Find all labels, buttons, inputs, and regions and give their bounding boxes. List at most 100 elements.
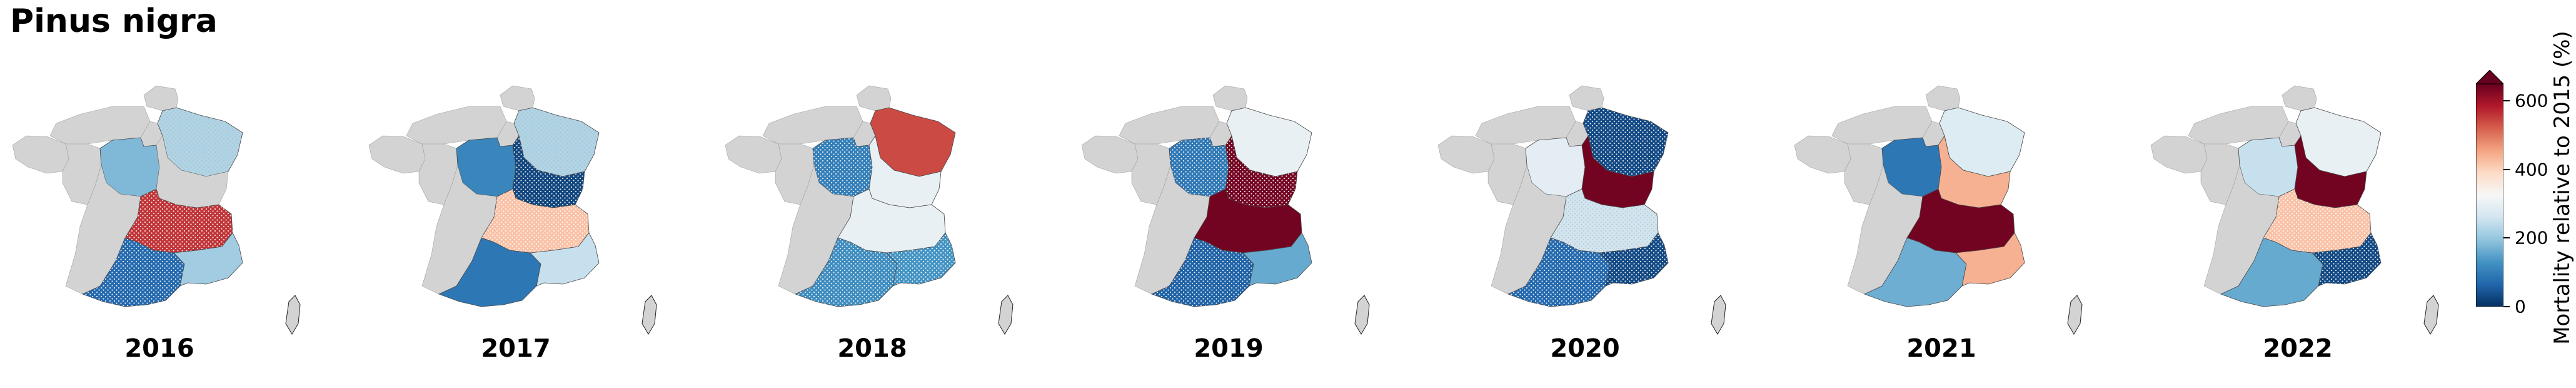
france-outline	[1437, 85, 1669, 307]
colorbar-tick-label: 400	[2515, 159, 2548, 180]
colorbar-label: Mortality relative to 2015 (%)	[2550, 31, 2575, 345]
region-ile-de-france	[1566, 121, 1588, 146]
france-outline	[12, 85, 243, 307]
region-pays-de-la-loire	[419, 144, 458, 205]
region-ile-de-france	[1923, 121, 1945, 146]
region-normandie	[2188, 106, 2288, 144]
region-occitanie	[438, 237, 541, 307]
region-nouvelle-aquitaine	[422, 165, 497, 294]
map-panel-2021	[1794, 85, 2083, 335]
map-panel-2018	[725, 85, 1014, 335]
region-corse	[285, 295, 301, 335]
region-ile-de-france	[141, 121, 163, 146]
region-nouvelle-aquitaine	[66, 165, 141, 294]
region-bourgogne-franche-comt-	[156, 136, 228, 208]
panel-year-label: 2022	[2263, 334, 2333, 363]
map-panels: 2016 2017 2018 2019 2020 2021 2022	[12, 85, 2439, 363]
region-normandie	[406, 106, 506, 144]
significance-hatch	[1225, 136, 1297, 208]
significance-hatch	[1599, 233, 1668, 286]
panel-year-label: 2019	[1194, 334, 1264, 363]
panel-year-label: 2020	[1550, 334, 1620, 363]
region-nord	[2282, 86, 2317, 111]
region-provence-alpes-c-te-d-azur	[173, 232, 243, 287]
map-panel-2017	[368, 85, 657, 335]
region-nord	[1926, 86, 1960, 111]
region-corse	[1711, 295, 1726, 335]
region-ile-de-france	[497, 121, 519, 146]
region-bretagne	[2151, 136, 2207, 173]
region-corse	[1354, 295, 1370, 335]
colorbar-tick-mark	[2503, 237, 2510, 239]
panel-year-label: 2016	[124, 334, 194, 363]
region-ile-de-france	[1210, 121, 1232, 146]
region-nord	[1569, 86, 1604, 111]
region-pays-de-la-loire	[63, 144, 101, 205]
region-normandie	[1476, 106, 1576, 144]
figure-title: Pinus nigra	[10, 3, 218, 40]
significance-hatch	[481, 189, 589, 253]
significance-hatch	[1169, 138, 1229, 197]
region-pays-de-la-loire	[1132, 144, 1170, 205]
france-outline	[725, 85, 956, 307]
region-provence-alpes-c-te-d-azur	[1242, 232, 1312, 287]
region-provence-alpes-c-te-d-azur	[1955, 232, 2025, 287]
significance-hatch	[887, 233, 955, 286]
france-outline	[1794, 85, 2025, 307]
region-nord	[144, 86, 178, 111]
region-bretagne	[1082, 136, 1138, 173]
region-corse	[998, 295, 1014, 335]
significance-hatch	[2312, 233, 2381, 286]
region-corse	[2423, 295, 2439, 335]
significance-hatch	[1551, 189, 1658, 253]
region-nord	[500, 86, 535, 111]
region-bretagne	[13, 136, 69, 173]
colorbar-extend-arrow	[2475, 69, 2505, 84]
france-outline	[2150, 85, 2382, 307]
region-pays-de-la-loire	[2201, 144, 2240, 205]
region-occitanie	[2220, 237, 2323, 307]
region-corse	[641, 295, 657, 335]
region-nord	[1213, 86, 1247, 111]
colorbar-tick-label: 600	[2515, 90, 2548, 111]
significance-hatch	[1508, 238, 1610, 307]
significance-hatch	[1152, 238, 1254, 307]
panel-year-label: 2018	[837, 334, 907, 363]
region-bretagne	[1794, 136, 1851, 173]
region-normandie	[1119, 106, 1219, 144]
significance-hatch	[1583, 108, 1668, 176]
panel-year-label: 2021	[1906, 334, 1976, 363]
region-ile-de-france	[853, 121, 875, 146]
region-nouvelle-aquitaine	[1491, 165, 1566, 294]
region-provence-alpes-c-te-d-azur	[530, 232, 600, 287]
region-nord	[857, 86, 891, 111]
map-panel-2016	[12, 85, 301, 335]
significance-hatch	[125, 189, 233, 253]
france-outline	[368, 85, 600, 307]
region-nouvelle-aquitaine	[1135, 165, 1210, 294]
region-bretagne	[1438, 136, 1494, 173]
map-panel-2022	[2150, 85, 2439, 335]
colorbar-gradient	[2475, 83, 2504, 307]
region-normandie	[50, 106, 150, 144]
region-pays-de-la-loire	[775, 144, 814, 205]
colorbar-graphic	[2475, 69, 2505, 307]
colorbar-tick-mark	[2503, 168, 2510, 170]
map-panel-2020	[1437, 85, 1726, 335]
region-nouvelle-aquitaine	[2204, 165, 2279, 294]
panel-year-label: 2017	[481, 334, 551, 363]
significance-hatch	[2263, 189, 2371, 253]
region-nouvelle-aquitaine	[778, 165, 853, 294]
colorbar-tick-label: 200	[2515, 227, 2548, 248]
significance-hatch	[813, 138, 872, 197]
region-pays-de-la-loire	[1844, 144, 1883, 205]
map-panel-2019	[1081, 85, 1370, 335]
france-outline	[1081, 85, 1312, 307]
region-pays-de-la-loire	[1488, 144, 1527, 205]
significance-hatch	[795, 238, 897, 307]
region-nouvelle-aquitaine	[1848, 165, 1923, 294]
colorbar-tick-mark	[2503, 100, 2510, 102]
region-bretagne	[369, 136, 425, 173]
region-normandie	[1832, 106, 1932, 144]
significance-hatch	[83, 238, 184, 307]
